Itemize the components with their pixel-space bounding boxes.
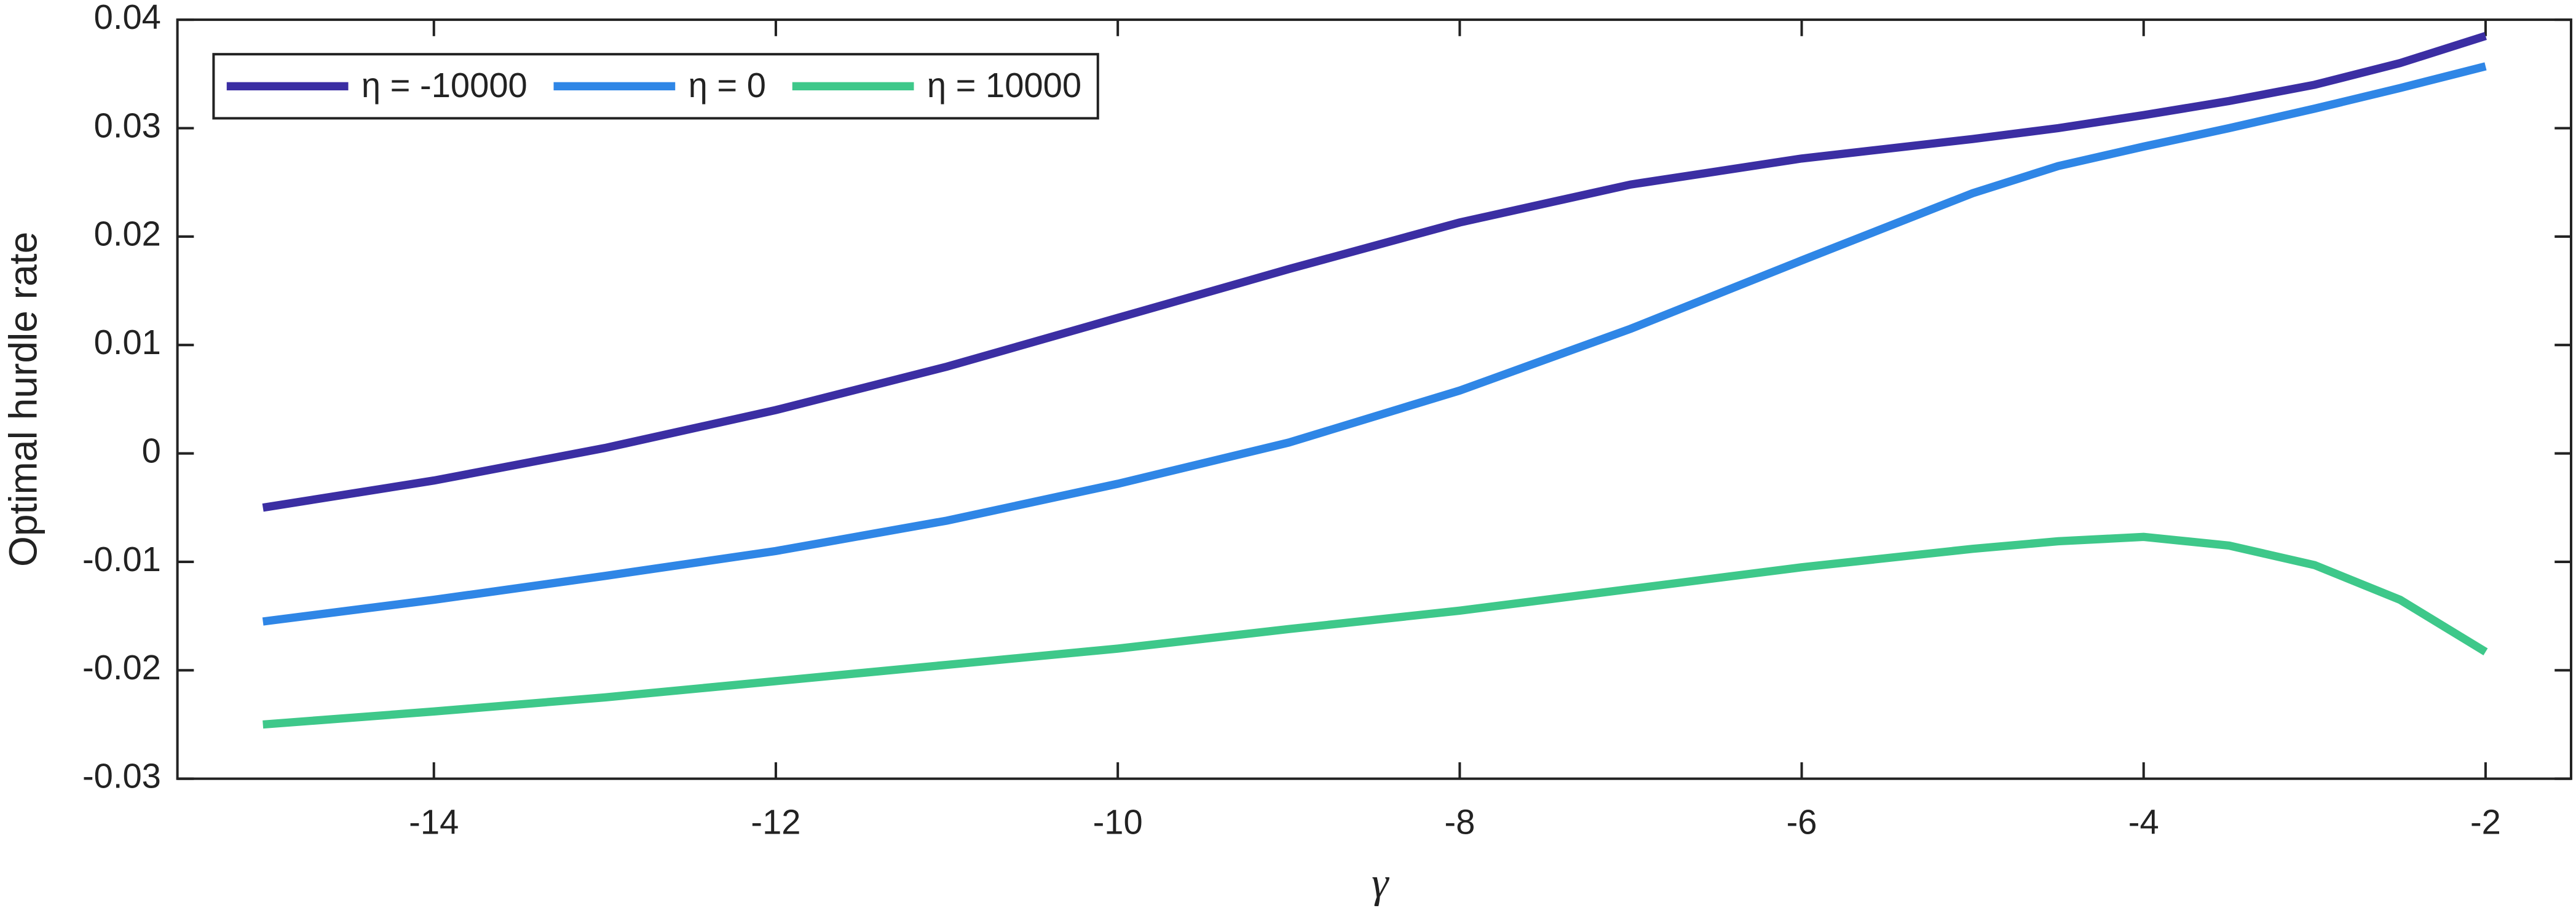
series-line — [262, 62, 2487, 626]
y-tick-label: 0 — [142, 431, 161, 470]
axes-box — [176, 18, 2572, 780]
series-line — [263, 532, 2488, 729]
y-axis-label: Optimal hurdle rate — [1, 232, 45, 567]
x-axis-label: γ — [1372, 859, 1389, 907]
y-tick-label: -0.03 — [82, 757, 161, 795]
y-tick-label: -0.02 — [82, 648, 161, 687]
x-tick-label: -8 — [1444, 802, 1475, 841]
x-tick-label: -14 — [409, 802, 459, 841]
y-tick-label: 0.03 — [94, 106, 161, 144]
x-tick-label: -4 — [2128, 802, 2159, 841]
series-line — [262, 32, 2487, 512]
x-tick-label: -10 — [1093, 802, 1143, 841]
x-tick-label: -6 — [1787, 802, 1817, 841]
y-tick-label: 0.02 — [94, 215, 161, 253]
y-tick-label: 0.01 — [94, 323, 161, 361]
legend-label: η = 10000 — [927, 66, 1081, 105]
legend-label: η = -10000 — [362, 66, 527, 105]
x-tick-label: -12 — [751, 802, 800, 841]
y-tick-label: -0.01 — [82, 540, 161, 578]
legend-label: η = 0 — [689, 66, 766, 105]
x-tick-label: -2 — [2470, 802, 2501, 841]
y-tick-label: 0.04 — [94, 0, 161, 36]
